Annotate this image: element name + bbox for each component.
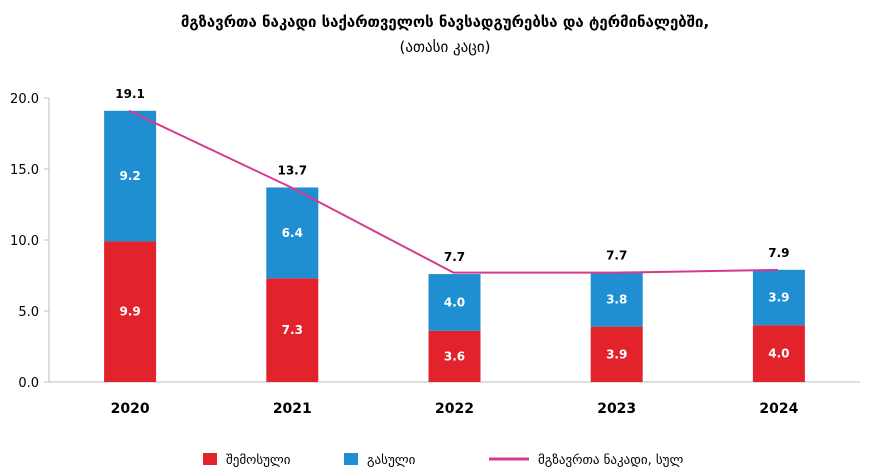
y-tick-label: 20.0	[10, 92, 39, 107]
bar-value-label: 4.0	[768, 347, 789, 361]
chart-title: მგზავრთა ნაკადი საქართველოს ნავსადგურებს…	[181, 13, 709, 31]
axes: 0.0 5.0 10.0 15.0 20.0 2020 2021 2022 2023 2024	[10, 92, 860, 417]
bars	[104, 110, 805, 382]
y-tick-label: 0.0	[18, 376, 39, 391]
bar-segment	[590, 272, 643, 327]
bar-segment	[428, 274, 481, 331]
total-value-label: 7.7	[444, 250, 465, 264]
bar-value-label: 3.9	[606, 347, 627, 361]
bar-segment	[104, 110, 157, 242]
bar-value-label: 6.4	[282, 226, 303, 240]
legend-label: შემოსული	[226, 453, 291, 468]
bar-value-label: 7.3	[282, 323, 303, 337]
x-tick-label: 2022	[435, 401, 474, 417]
bar-segment	[590, 326, 643, 382]
total-line-layer	[128, 109, 778, 274]
bar-value-label: 9.2	[119, 169, 140, 183]
bar-value-label: 9.9	[119, 305, 140, 319]
total-value-label: 7.7	[606, 249, 627, 263]
y-tick-label: 15.0	[10, 163, 39, 178]
legend-swatch	[203, 453, 217, 465]
legend-label: გასული	[367, 453, 416, 468]
bar-segment	[104, 241, 157, 382]
chart-subtitle: (ათასი კაცი)	[400, 38, 491, 56]
bar-value-label: 3.6	[444, 349, 465, 363]
total-value-label: 7.9	[768, 246, 789, 260]
bar-value-label: 3.9	[768, 291, 789, 305]
total-value-label: 13.7	[277, 163, 307, 177]
bar-value-label: 3.8	[606, 293, 627, 307]
bar-segment	[752, 325, 805, 382]
bar-segment	[266, 278, 319, 382]
legend: შემოსული გასული მგზავრთა ნაკადი, სულ	[203, 453, 683, 468]
x-tick-label: 2020	[111, 401, 150, 417]
total-value-label: 19.1	[115, 87, 145, 101]
bar-segment	[266, 187, 319, 279]
bar-value-label: 4.0	[444, 295, 465, 309]
y-tick-label: 5.0	[18, 305, 39, 320]
legend-label: მგზავრთა ნაკადი, სულ	[538, 453, 683, 468]
bar-segment	[428, 330, 481, 382]
x-tick-label: 2021	[273, 401, 312, 417]
y-tick-label: 10.0	[10, 234, 39, 249]
x-tick-label: 2023	[597, 401, 636, 417]
total-line	[128, 109, 778, 274]
x-tick-label: 2024	[759, 401, 798, 417]
data-labels: 9.9 9.2 7.3 6.4 3.6 4.0 3.9 3.8 4.0 3.9 19.1 13.7 7.…	[115, 87, 789, 364]
bar-segment	[752, 269, 805, 326]
legend-swatch	[344, 453, 358, 465]
